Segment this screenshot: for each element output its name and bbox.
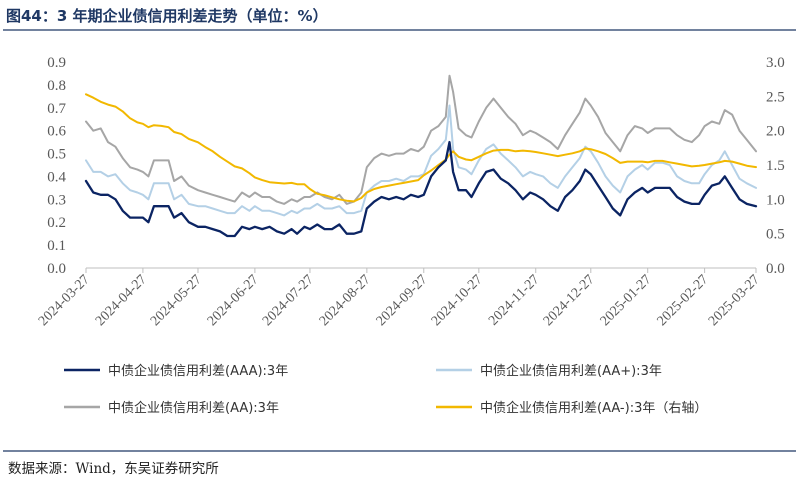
legend-label-aa-minus: 中债企业债信用利差(AA-):3年（右轴） [480, 400, 707, 416]
legend-label-aa: 中债企业债信用利差(AA):3年 [108, 400, 279, 416]
y-left-tick-label: 0.8 [47, 78, 66, 94]
y-right-tick-label: 2.0 [766, 124, 785, 140]
y-right-tick-label: 0.0 [766, 261, 785, 277]
y-left-tick-label: 0.1 [47, 238, 66, 254]
x-tick-label: 2025-01-27 [598, 272, 655, 329]
y-left-tick-label: 0.9 [47, 55, 66, 71]
x-tick-label: 2025-03-27 [706, 272, 763, 329]
y-axis-right: 0.0 0.5 1.0 1.5 2.0 2.5 3.0 [766, 55, 785, 277]
x-tick-label: 2024-10-27 [429, 272, 486, 329]
series-line-aaa [84, 140, 758, 238]
x-tick-label: 2024-11-27 [486, 272, 542, 328]
y-right-tick-label: 1.0 [766, 192, 785, 208]
x-tick-label: 2025-02-27 [655, 272, 712, 329]
figure-title: 图44：3 年期企业债信用利差走势（单位：%） [6, 7, 328, 25]
series-lines [84, 74, 758, 238]
x-tick-label: 2024-06-27 [205, 272, 262, 329]
y-left-tick-label: 0.3 [47, 192, 66, 208]
y-right-tick-label: 1.5 [766, 158, 785, 174]
legend-label-aaa: 中债企业债信用利差(AAA):3年 [108, 363, 288, 379]
x-tick-label: 2024-03-27 [36, 272, 93, 329]
y-right-tick-label: 3.0 [766, 55, 785, 71]
source-note: 数据来源：Wind，东吴证券研究所 [8, 461, 219, 477]
y-left-tick-label: 0.2 [47, 215, 66, 231]
y-axis-left: 0.0 0.1 0.2 0.3 0.4 0.5 0.6 0.7 0.8 0.9 [47, 55, 66, 277]
x-tick-label: 2024-09-27 [374, 272, 431, 329]
y-right-tick-label: 0.5 [766, 227, 785, 243]
y-left-tick-label: 0.5 [47, 147, 66, 163]
y-left-tick-label: 0.4 [47, 169, 66, 185]
x-tick-label: 2024-07-27 [260, 272, 317, 329]
x-tick-label: 2024-08-27 [317, 272, 374, 329]
series-line-aa [85, 74, 757, 205]
y-right-tick-label: 2.5 [766, 89, 785, 105]
x-tick-label: 2024-05-27 [148, 272, 205, 329]
legend-label-aa-plus: 中债企业债信用利差(AA+):3年 [480, 363, 662, 379]
y-left-tick-label: 0.6 [47, 124, 66, 140]
x-tick-label: 2024-12-27 [541, 272, 598, 329]
y-left-tick-label: 0.0 [47, 261, 66, 277]
chart-legend: 中债企业债信用利差(AAA):3年 中债企业债信用利差(AA+):3年中债企业债信… [64, 363, 707, 416]
y-left-tick-label: 0.7 [47, 101, 66, 117]
x-tick-label: 2024-04-27 [93, 272, 150, 329]
series-line-aa-minus [85, 93, 757, 203]
